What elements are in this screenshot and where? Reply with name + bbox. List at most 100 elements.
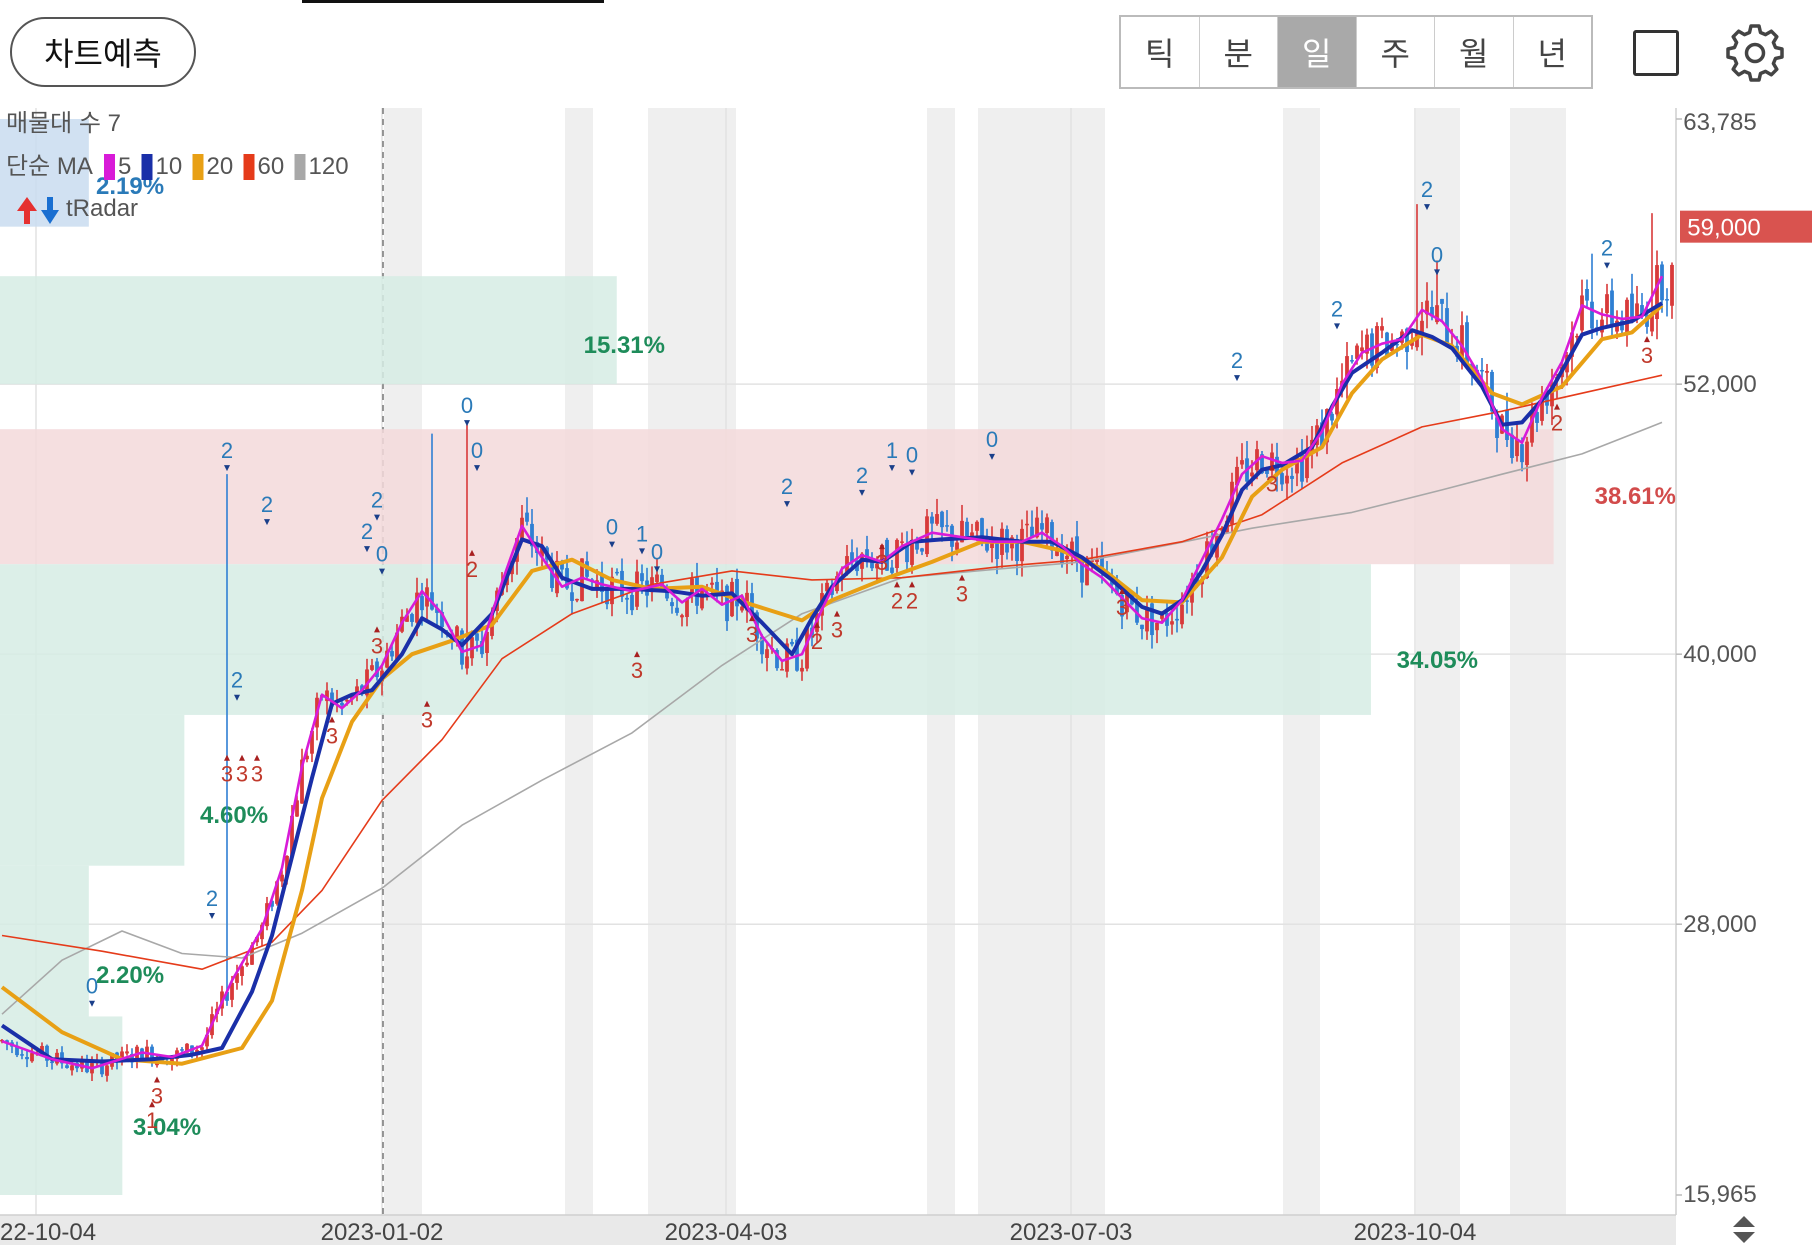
candle-body xyxy=(1485,370,1489,373)
candle-body xyxy=(235,973,239,983)
candle-body xyxy=(1280,473,1284,485)
tradar-marker-label: 0 xyxy=(606,515,618,540)
candle-body xyxy=(285,855,289,877)
tradar-marker-label: 3 xyxy=(1266,471,1278,496)
ma-color-swatch xyxy=(243,154,255,180)
candle-body xyxy=(290,815,294,857)
candle-body xyxy=(905,543,909,563)
tradar-up-arrow xyxy=(469,549,475,556)
candle-body xyxy=(1360,347,1364,352)
candle-body xyxy=(310,730,314,754)
candle-body xyxy=(1575,335,1579,338)
tradar-up-arrow xyxy=(959,574,965,581)
candle-body xyxy=(1270,452,1274,471)
tradar-up-arrow xyxy=(814,621,820,628)
candle-body xyxy=(775,650,779,669)
tab-year[interactable]: 년 xyxy=(1537,36,1567,72)
tradar-marker-label: 1 xyxy=(886,438,898,463)
tab-tick[interactable]: 틱 xyxy=(1121,17,1200,87)
candle-body xyxy=(20,1054,24,1056)
candle-body xyxy=(1465,322,1469,364)
candle-body xyxy=(1660,264,1664,301)
tradar-marker-label: 2 xyxy=(1421,177,1433,202)
candle-body xyxy=(270,900,274,907)
fullscreen-square-icon[interactable] xyxy=(1633,30,1679,76)
candle-body xyxy=(1610,290,1614,327)
candle-body xyxy=(395,632,399,659)
gear-icon[interactable] xyxy=(1726,24,1784,82)
price-chart[interactable]: 2.19% 15.31% 38.61% 34.05% 4.60% 2.20% 3.04% 0… xyxy=(0,108,1812,1246)
candle-body xyxy=(560,563,564,570)
candle-body xyxy=(1165,613,1169,626)
candle-body xyxy=(1585,289,1589,301)
scroll-handle-icon[interactable] xyxy=(1733,1216,1755,1243)
candle-body xyxy=(1170,621,1174,625)
candle-body xyxy=(260,924,264,940)
volume-profile-zone xyxy=(0,1016,123,1195)
ma-period-label: 10 xyxy=(156,153,183,180)
tradar-down-arrow xyxy=(1424,204,1430,211)
moving-average-lines xyxy=(0,275,1664,1070)
tradar-up-arrow xyxy=(224,754,230,761)
tradar-marker-label: 3 xyxy=(746,622,758,647)
tradar-up-arrow xyxy=(834,610,840,617)
candle-body xyxy=(850,552,854,562)
tradar-down-arrow xyxy=(474,465,480,472)
tradar-marker-label: 2 xyxy=(781,474,793,499)
ma-period-label: 60 xyxy=(258,153,285,180)
timeframe-tabs: 틱 분 일 주 월 년 xyxy=(1119,15,1593,89)
y-tick-label: 52,000 xyxy=(1683,371,1756,398)
candle-body xyxy=(615,571,619,574)
tradar-marker-label: 2 xyxy=(906,588,918,613)
candle-body xyxy=(120,1051,124,1062)
tradar-marker-label: 0 xyxy=(86,974,98,999)
tradar-up-arrow xyxy=(254,754,260,761)
ma-period-legend: 5 10 20 60 120 xyxy=(104,153,349,180)
tab-week[interactable]: 주 xyxy=(1357,17,1435,87)
candle-body xyxy=(240,966,244,976)
tradar-marker-label: 1 xyxy=(146,1108,158,1133)
candle-body xyxy=(185,1043,189,1053)
candle-body xyxy=(1055,549,1059,556)
candle-body xyxy=(1325,409,1329,443)
y-tick-label: 40,000 xyxy=(1683,641,1756,668)
tab-month[interactable]: 월 xyxy=(1435,17,1514,87)
candlestick-chart-svg: 2.19%15.31%38.61%34.05%4.60%2.20%3.04% 0… xyxy=(0,108,1812,1246)
volume-profile-zone-label: 4.60% xyxy=(200,802,268,829)
tradar-down-arrow xyxy=(889,465,895,472)
tradar-marker-label: 2 xyxy=(1551,411,1563,436)
tradar-marker-label: 0 xyxy=(906,443,918,468)
candle-body xyxy=(1540,397,1544,421)
candle-body xyxy=(580,558,584,602)
candle-body xyxy=(1510,434,1514,458)
candle-body xyxy=(1320,422,1324,446)
highlight-band xyxy=(1416,108,1460,1215)
tradar-marker-label: 2 xyxy=(1331,296,1343,321)
tradar-up-arrow xyxy=(1269,464,1275,471)
ma-color-swatch xyxy=(141,154,153,180)
tab-day[interactable]: 일 xyxy=(1278,17,1357,87)
tab-minute[interactable]: 분 xyxy=(1200,17,1278,87)
x-tick-label: 2023-10-04 xyxy=(1354,1219,1477,1245)
chart-predict-button[interactable]: 차트예측 xyxy=(10,17,196,87)
candle-body xyxy=(15,1045,19,1056)
candle-body xyxy=(230,982,234,1000)
candle-body xyxy=(1545,393,1549,406)
tradar-down-arrow xyxy=(224,465,230,472)
tradar-up-arrow xyxy=(149,1101,155,1108)
tradar-up-arrow xyxy=(374,626,380,633)
tradar-marker-label: 0 xyxy=(461,393,473,418)
candle-body xyxy=(65,1065,69,1068)
candle-body xyxy=(1265,468,1269,474)
current-price-badge xyxy=(1680,210,1812,243)
y-tick-label: 63,785 xyxy=(1683,109,1756,136)
tradar-down-arrow xyxy=(784,501,790,508)
tradar-down-arrow xyxy=(654,566,660,573)
tradar-marker-label: 1 xyxy=(636,521,648,546)
tradar-up-arrow xyxy=(1119,588,1125,595)
candle-body xyxy=(1235,466,1239,486)
candle-body xyxy=(1025,523,1029,526)
tradar-marker-label: 3 xyxy=(421,708,433,733)
candle-body xyxy=(1665,299,1669,301)
candle-body xyxy=(525,512,529,522)
